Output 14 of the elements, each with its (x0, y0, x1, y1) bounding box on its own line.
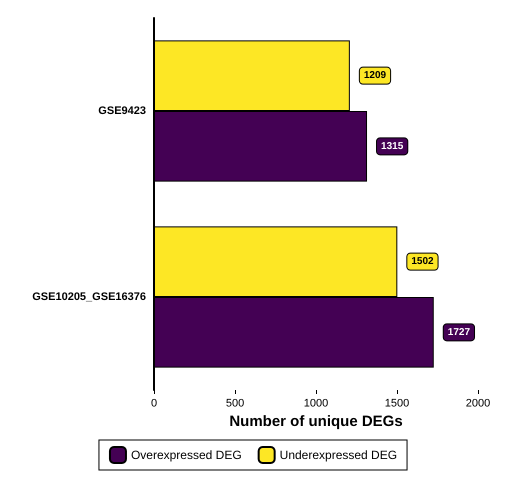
legend-label: Overexpressed DEG (130, 448, 242, 462)
data-label: 1209 (364, 70, 387, 82)
x-axis-title: Number of unique DEGs (229, 413, 403, 430)
data-label: 1727 (448, 326, 470, 338)
x-tick-label: 1500 (384, 398, 410, 410)
y-tick-label: GSE10205_GSE16376 (32, 291, 146, 303)
x-tick-label: 500 (226, 398, 244, 410)
x-tick-label: 1000 (304, 398, 328, 410)
data-label: 1502 (411, 256, 434, 268)
y-tick-label: GSE9423 (98, 105, 146, 117)
x-tick-label: 2000 (466, 398, 490, 410)
legend-label: Underexpressed DEG (280, 448, 398, 462)
x-tick-label: 0 (150, 398, 158, 410)
data-label: 1315 (381, 140, 404, 152)
